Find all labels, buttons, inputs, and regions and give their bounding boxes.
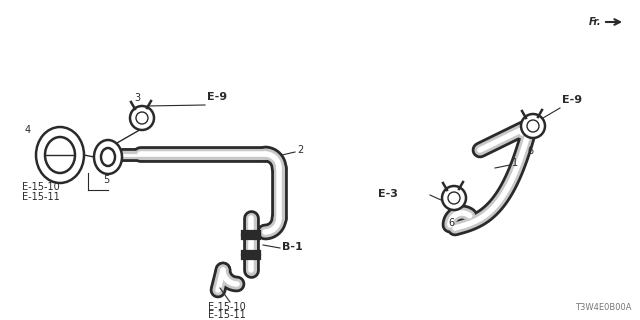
- Text: 3: 3: [134, 93, 140, 103]
- Circle shape: [442, 186, 466, 210]
- Text: E-15-10: E-15-10: [208, 302, 246, 312]
- Text: 6: 6: [448, 218, 454, 228]
- Text: 4: 4: [25, 125, 31, 135]
- Text: 2: 2: [297, 145, 303, 155]
- Text: T3W4E0B00A: T3W4E0B00A: [575, 303, 632, 312]
- Text: E-3: E-3: [378, 189, 398, 199]
- Text: 1: 1: [512, 158, 518, 168]
- Text: Fr.: Fr.: [588, 17, 601, 27]
- Circle shape: [130, 106, 154, 130]
- Text: 5: 5: [103, 175, 109, 185]
- Text: E-9: E-9: [562, 95, 582, 105]
- Text: E-15-11: E-15-11: [22, 192, 60, 202]
- Text: 6: 6: [527, 146, 533, 156]
- Text: E-15-11: E-15-11: [208, 310, 246, 320]
- Circle shape: [521, 114, 545, 138]
- Text: E-15-10: E-15-10: [22, 182, 60, 192]
- Ellipse shape: [36, 127, 84, 183]
- Ellipse shape: [94, 140, 122, 174]
- Text: B-1: B-1: [282, 242, 303, 252]
- Text: E-9: E-9: [207, 92, 227, 102]
